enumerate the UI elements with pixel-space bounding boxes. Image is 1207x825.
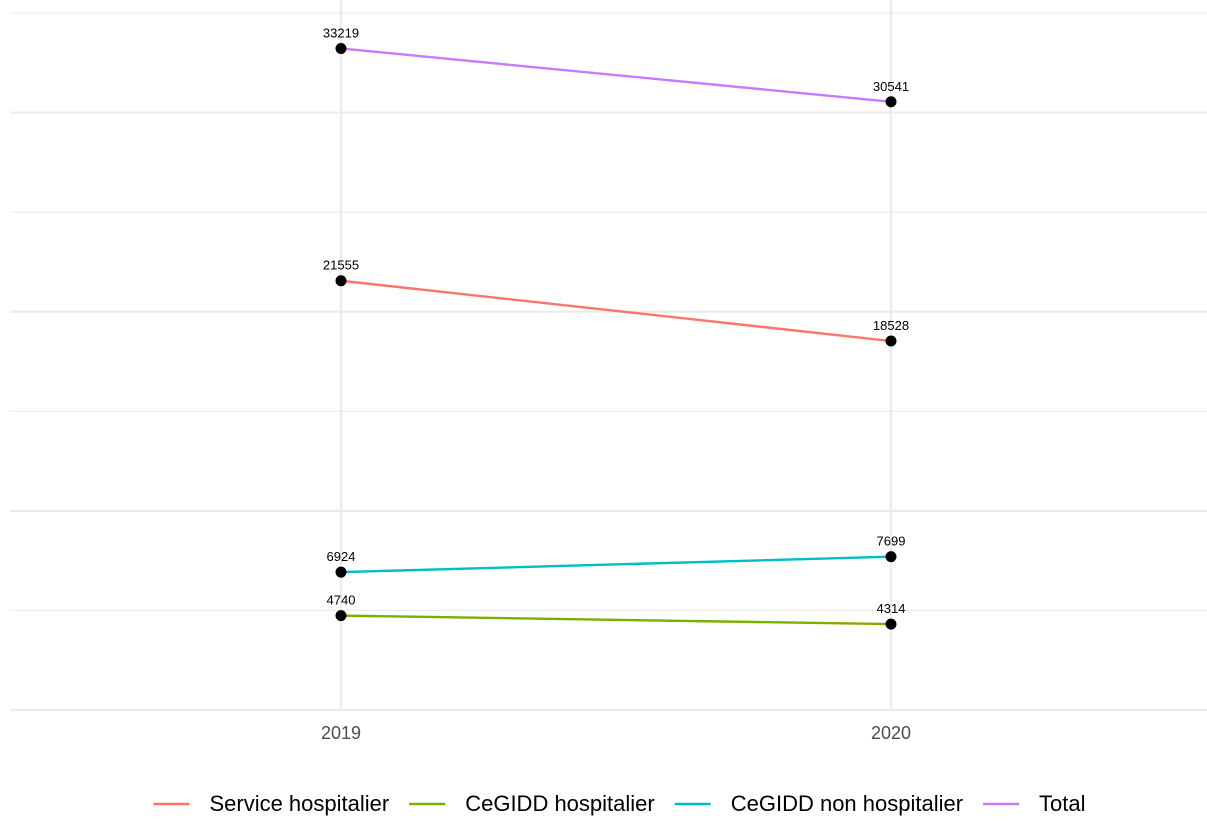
data-label: 4740 xyxy=(327,593,356,608)
data-point xyxy=(885,551,897,563)
grid-lines xyxy=(10,0,1207,712)
data-labels: 21555 18528 4740 4314 6924 7699 33219 30541 xyxy=(323,25,909,616)
legend-label: Service hospitalier xyxy=(209,791,389,816)
data-point xyxy=(885,618,897,630)
series-line xyxy=(340,47,892,103)
x-axis-ticks: 2019 2020 xyxy=(321,723,911,743)
x-tick-label: 2020 xyxy=(871,723,911,743)
series-line xyxy=(340,279,892,343)
data-point xyxy=(335,566,347,578)
data-label: 33219 xyxy=(323,25,359,40)
data-label: 6924 xyxy=(327,549,356,564)
data-point xyxy=(335,42,347,54)
data-label: 7699 xyxy=(877,534,906,549)
data-point xyxy=(335,610,347,622)
data-point xyxy=(885,335,897,347)
series-line xyxy=(340,614,892,626)
data-point xyxy=(335,275,347,287)
legend-label: CeGIDD non hospitalier xyxy=(731,791,963,816)
legend-label: CeGIDD hospitalier xyxy=(465,791,655,816)
data-label: 18528 xyxy=(873,318,909,333)
legend: Service hospitalier CeGIDD hospitalier CeG… xyxy=(153,791,1086,816)
data-label: 4314 xyxy=(877,601,906,616)
series-lines xyxy=(340,47,892,626)
x-tick-label: 2019 xyxy=(321,723,361,743)
series-line xyxy=(340,555,892,574)
data-label: 30541 xyxy=(873,79,909,94)
data-point xyxy=(885,96,897,108)
data-label: 21555 xyxy=(323,258,359,273)
data-points xyxy=(335,42,897,630)
legend-label: Total xyxy=(1039,791,1085,816)
